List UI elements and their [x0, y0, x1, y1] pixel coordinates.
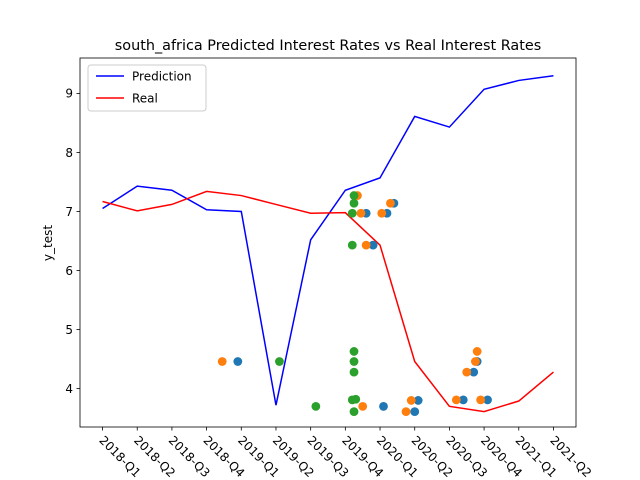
scatter-point-0-7 — [413, 396, 423, 405]
scatter-point-2-1 — [311, 401, 321, 411]
scatter-point-1-7 — [401, 407, 411, 417]
scatter-point-1-0 — [217, 357, 227, 366]
scatter-point-0-6 — [410, 407, 420, 417]
scatter-point-1-5 — [377, 208, 387, 218]
scatter-point-2-2 — [347, 208, 357, 218]
chart-marks — [102, 74, 554, 417]
scatter-point-1-8 — [406, 396, 416, 405]
scatter-point-2-4 — [349, 191, 359, 200]
y-tick-label-5: 5 — [65, 323, 73, 337]
scatter-point-0-2 — [368, 240, 378, 250]
scatter-point-2-5 — [349, 198, 359, 208]
scatter-point-2-9 — [349, 367, 359, 377]
y-tick-label-4: 4 — [65, 382, 73, 396]
scatter-point-0-3 — [379, 401, 388, 411]
scatter-point-0-9 — [469, 367, 479, 377]
chart-title: south_africa Predicted Interest Rates vs… — [115, 38, 541, 54]
scatter-point-2-0 — [275, 357, 284, 366]
y-tick-label-9: 9 — [65, 87, 73, 101]
series-line-real — [102, 190, 554, 413]
scatter-point-2-7 — [349, 347, 359, 356]
y-axis-label: y_test — [41, 225, 55, 261]
scatter-point-1-2 — [356, 208, 366, 218]
scatter-point-1-10 — [462, 367, 472, 377]
legend-label-real: Real — [132, 91, 158, 105]
scatter-point-0-11 — [483, 395, 492, 405]
scatter-point-0-0 — [233, 357, 243, 366]
scatter-point-2-10 — [349, 407, 359, 417]
scatter-point-1-3 — [358, 401, 368, 411]
series-line-prediction — [102, 74, 554, 406]
scatter-point-1-4 — [361, 240, 371, 250]
scatter-point-2-3 — [347, 240, 357, 250]
y-tick-label-8: 8 — [65, 146, 73, 160]
scatter-point-1-9 — [451, 395, 461, 405]
y-tick-label-6: 6 — [65, 264, 73, 278]
legend-label-prediction: Prediction — [132, 69, 192, 83]
scatter-point-1-13 — [476, 395, 486, 405]
scatter-point-1-6 — [386, 198, 395, 208]
scatter-point-1-11 — [471, 357, 480, 366]
scatter-point-0-8 — [458, 395, 468, 405]
y-tick-label-7: 7 — [65, 205, 73, 219]
scatter-point-2-8 — [349, 357, 359, 366]
scatter-point-1-12 — [472, 347, 482, 356]
axes-frame — [79, 57, 577, 428]
scatter-point-2-11 — [351, 394, 361, 404]
